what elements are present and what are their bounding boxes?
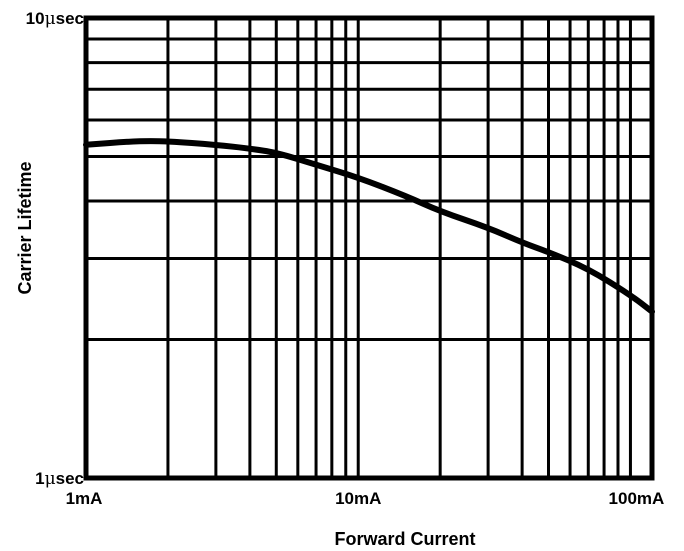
y-tick-labels: 1μsec 10μsec [26, 9, 84, 489]
y-axis-title: Carrier Lifetime [15, 161, 35, 294]
y-tick-label: 10μsec [26, 9, 84, 29]
x-tick-label: 1mA [66, 489, 103, 508]
x-axis-title: Forward Current [334, 529, 475, 549]
plot-frame [83, 15, 655, 481]
grid-lines [86, 18, 652, 478]
x-tick-label: 10mA [335, 489, 381, 508]
x-tick-label: 100mA [609, 489, 665, 508]
series-line [83, 138, 655, 315]
y-tick-label: 1μsec [35, 469, 84, 489]
x-tick-labels: 1mA 10mA 100mA [66, 489, 665, 508]
